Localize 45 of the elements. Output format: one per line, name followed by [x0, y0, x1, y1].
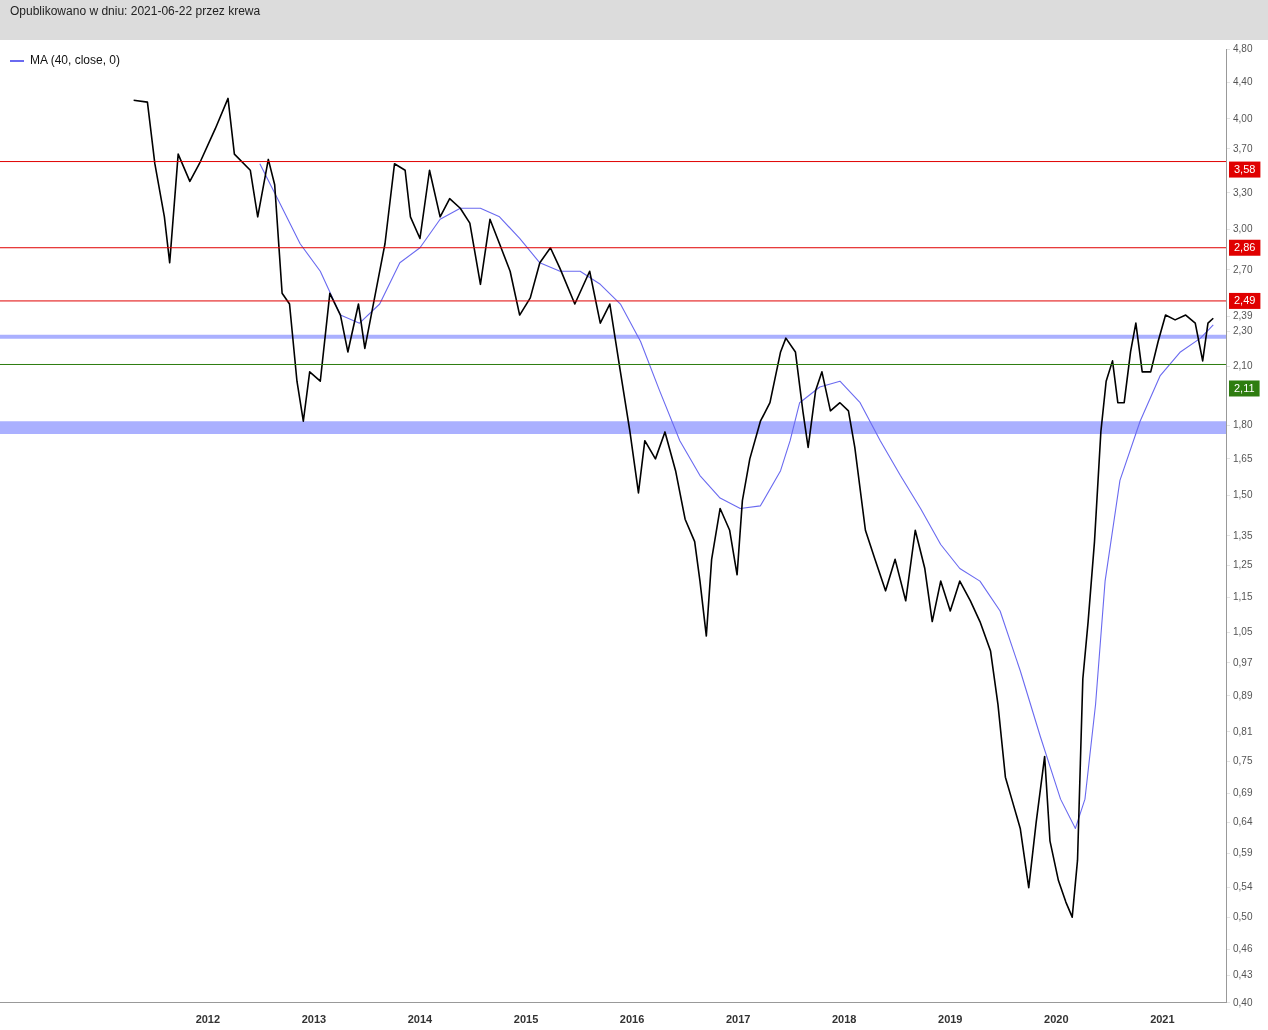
y-tick-label: 1,50: [1233, 489, 1253, 501]
y-tick-label: 1,65: [1233, 452, 1253, 464]
y-tick-label: 0,81: [1233, 725, 1253, 737]
x-tick-label: 2020: [1044, 1013, 1069, 1026]
y-tick-label: 0,50: [1233, 910, 1253, 922]
y-tick-label: 1,80: [1233, 419, 1253, 431]
y-tick-label: 0,69: [1233, 787, 1253, 799]
y-tick-label: 0,43: [1233, 968, 1253, 980]
y-tick-label: 3,00: [1233, 223, 1253, 235]
y-tick-label: 1,15: [1233, 591, 1253, 603]
y-tick-label: 1,05: [1233, 626, 1253, 638]
y-tick-label: 4,40: [1233, 76, 1253, 88]
x-tick-label: 2013: [301, 1013, 327, 1026]
ref-line-label: 2,11: [1234, 381, 1255, 394]
x-tick-label: 2012: [195, 1013, 221, 1026]
x-tick-label: 2016: [619, 1013, 645, 1026]
x-tick-label: 2021: [1150, 1013, 1175, 1026]
chart-title: Opublikowano w dniu: 2021-06-22 przez krewa: [0, 0, 1268, 40]
y-tick-label: 1,25: [1233, 559, 1253, 571]
y-tick-label: 0,89: [1233, 689, 1253, 701]
y-tick-label: 1,35: [1233, 529, 1253, 541]
x-tick-label: 2017: [725, 1013, 751, 1026]
y-tick-label: 3,70: [1233, 142, 1253, 154]
y-tick-label: 4,80: [1233, 42, 1253, 54]
y-tick-label: 2,30: [1233, 325, 1253, 337]
x-tick-label: 2015: [513, 1013, 539, 1026]
ref-line-label: 2,86: [1234, 240, 1256, 253]
x-tick-label: 2018: [831, 1013, 857, 1026]
ref-line-label: 2,49: [1234, 293, 1256, 306]
y-tick-label: 0,97: [1233, 656, 1253, 668]
legend-label: MA (40, close, 0): [30, 53, 121, 68]
x-tick-label: 2014: [407, 1013, 434, 1026]
y-tick-label: 0,54: [1233, 881, 1253, 893]
y-tick-label: 2,39: [1233, 310, 1253, 322]
x-tick-label: 2019: [938, 1013, 963, 1026]
y-tick-label: 0,75: [1233, 755, 1253, 767]
y-tick-label: 2,70: [1233, 263, 1253, 275]
y-tick-label: 3,30: [1233, 186, 1253, 198]
ref-line-label: 3,58: [1234, 162, 1256, 175]
y-tick-label: 0,59: [1233, 847, 1253, 859]
y-tick-label: 0,46: [1233, 942, 1253, 954]
y-tick-label: 0,40: [1233, 996, 1253, 1008]
y-tick-label: 0,64: [1233, 816, 1253, 828]
y-tick-label: 2,10: [1233, 360, 1253, 372]
y-tick-label: 4,00: [1233, 112, 1253, 124]
